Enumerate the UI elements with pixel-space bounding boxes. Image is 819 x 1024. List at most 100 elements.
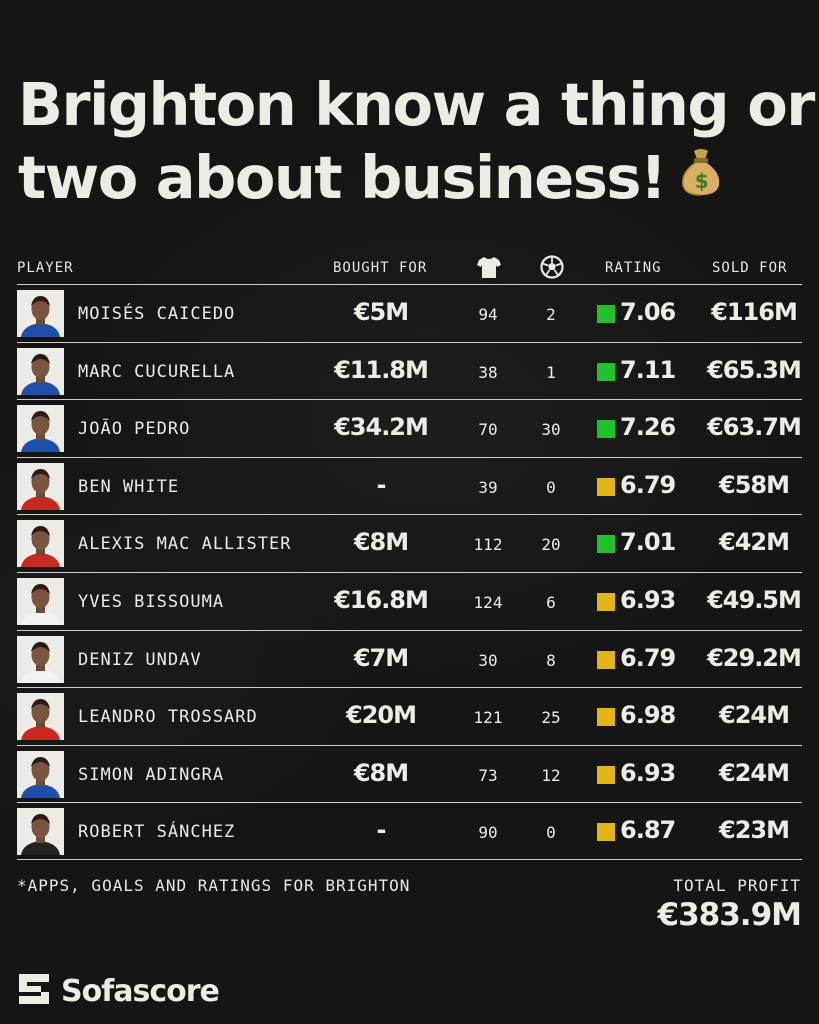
- table-row: LEANDRO TROSSARD €20M 121 25 6.98 €24M: [17, 687, 802, 745]
- footnote: *APPS, GOALS AND RATINGS FOR BRIGHTON: [17, 876, 411, 895]
- rating-value: 6.87: [620, 816, 676, 845]
- table-row: JOÃO PEDRO €34.2M 70 30 7.26 €63.7M: [17, 399, 802, 457]
- sold-for-value: €24M: [719, 758, 790, 787]
- money-bag-icon: $: [679, 140, 723, 213]
- player-avatar: [17, 405, 64, 453]
- apps-value: 70: [478, 420, 498, 440]
- player-table: MOISÉS CAICEDO €5M 94 2 7.06 €116M MARC CUCURE…: [17, 284, 802, 860]
- player-name: JOÃO PEDRO: [78, 419, 191, 440]
- sold-for-value: €42M: [719, 528, 790, 557]
- header-player: PLAYER: [17, 260, 74, 276]
- rating-value: 7.26: [620, 413, 676, 442]
- table-row: SIMON ADINGRA €8M 73 12 6.93 €24M: [17, 744, 802, 803]
- header-bought-for: BOUGHT FOR: [333, 260, 428, 276]
- goals-value: 1: [546, 362, 556, 382]
- bought-for-value: -: [376, 470, 387, 499]
- sold-for-value: €24M: [719, 701, 790, 730]
- bought-for-value: €5M: [353, 298, 409, 326]
- goals-value: 30: [541, 420, 561, 440]
- sold-for-value: €116M: [711, 298, 798, 326]
- rating-color-square: [597, 592, 615, 611]
- player-name: SIMON ADINGRA: [78, 764, 225, 785]
- sold-for-value: €49.5M: [707, 585, 802, 614]
- rating-color-square: [597, 362, 615, 381]
- rating-color-square: [597, 477, 615, 496]
- apps-value: 30: [478, 650, 498, 670]
- player-name: ALEXIS MAC ALLISTER: [78, 534, 292, 555]
- player-name: DENIZ UNDAV: [78, 649, 202, 670]
- table-row: DENIZ UNDAV €7M 30 8 6.79 €29.2M: [17, 629, 802, 688]
- sold-for-value: €58M: [719, 470, 790, 499]
- goals-value: 12: [541, 765, 561, 785]
- apps-value: 39: [478, 477, 498, 497]
- total-profit-label: TOTAL PROFIT: [673, 876, 801, 895]
- headline-line-2-text: two about business!: [18, 143, 667, 212]
- player-avatar: [17, 290, 64, 337]
- player-name: MARC CUCURELLA: [78, 361, 236, 382]
- player-name: BEN WHITE: [78, 476, 180, 497]
- apps-value: 124: [473, 592, 503, 612]
- bought-for-value: €34.2M: [334, 413, 429, 442]
- sold-for-value: €63.7M: [707, 413, 802, 442]
- goals-value: 0: [546, 477, 556, 497]
- apps-value: 90: [478, 823, 498, 843]
- total-profit-value: €383.9M: [657, 897, 802, 933]
- rating-value: 6.93: [620, 585, 676, 614]
- rating-value: 7.01: [620, 528, 676, 557]
- rating-value: 6.93: [620, 758, 676, 787]
- headline: Brighton know a thing or two about busin…: [18, 68, 815, 214]
- goals-value: 8: [546, 650, 556, 670]
- rating-color-square: [597, 535, 615, 554]
- headline-line-2: two about business! $: [18, 141, 808, 214]
- goals-value: 25: [541, 708, 561, 728]
- rating-value: 6.98: [620, 701, 676, 730]
- player-avatar: [17, 635, 64, 683]
- table-row: BEN WHITE - 39 0 6.79 €58M: [17, 456, 802, 515]
- table-row: MOISÉS CAICEDO €5M 94 2 7.06 €116M: [17, 284, 802, 342]
- bought-for-value: €20M: [346, 701, 417, 730]
- rating-value: 7.06: [620, 298, 676, 326]
- rating-color-square: [597, 765, 615, 784]
- player-avatar: [17, 750, 64, 798]
- rating-color-square: [597, 650, 615, 669]
- goals-value: 6: [546, 592, 556, 612]
- goals-value: 20: [541, 535, 561, 555]
- bought-for-value: €11.8M: [334, 355, 429, 384]
- table-header: PLAYER BOUGHT FOR RATING SOLD FOR: [17, 254, 802, 282]
- brand-name: Sofascore: [61, 973, 220, 1009]
- player-avatar: [17, 577, 64, 625]
- table-row: ALEXIS MAC ALLISTER €8M 112 20 7.01 €42M: [17, 514, 802, 572]
- player-name: YVES BISSOUMA: [78, 591, 225, 612]
- jersey-icon: [476, 254, 502, 283]
- table-row: MARC CUCURELLA €11.8M 38 1 7.11 €65.3M: [17, 341, 802, 400]
- header-sold-for: SOLD FOR: [712, 260, 788, 276]
- svg-text:$: $: [695, 169, 708, 193]
- header-rating: RATING: [605, 260, 662, 276]
- table-row: ROBERT SÁNCHEZ - 90 0 6.87 €23M: [17, 802, 802, 860]
- rating-color-square: [597, 420, 615, 439]
- player-avatar: [17, 347, 64, 395]
- player-name: MOISÉS CAICEDO: [78, 304, 236, 324]
- goals-value: 0: [546, 823, 556, 843]
- player-avatar: [17, 693, 64, 741]
- rating-color-square: [597, 708, 615, 727]
- rating-color-square: [597, 305, 615, 323]
- bought-for-value: €8M: [353, 528, 409, 557]
- apps-value: 112: [473, 535, 503, 555]
- sold-for-value: €23M: [719, 816, 790, 845]
- sold-for-value: €29.2M: [707, 643, 802, 672]
- bought-for-value: €7M: [353, 643, 409, 672]
- headline-line-1: Brighton know a thing or: [18, 70, 815, 139]
- apps-value: 94: [478, 305, 498, 324]
- sold-for-value: €65.3M: [707, 355, 802, 384]
- apps-value: 121: [473, 708, 503, 728]
- apps-value: 73: [478, 765, 498, 785]
- player-avatar: [17, 808, 64, 856]
- brand: Sofascore: [17, 972, 220, 1010]
- player-name: LEANDRO TROSSARD: [78, 707, 258, 728]
- football-icon: [539, 254, 565, 283]
- player-name: ROBERT SÁNCHEZ: [78, 822, 236, 843]
- goals-value: 2: [546, 305, 556, 324]
- rating-value: 7.11: [620, 355, 676, 384]
- player-avatar: [17, 462, 64, 510]
